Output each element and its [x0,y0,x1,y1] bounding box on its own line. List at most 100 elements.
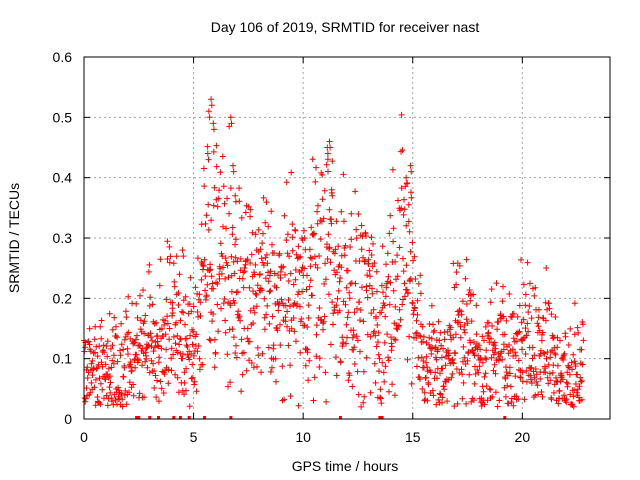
data-point [326,138,333,145]
zero-marker [172,416,176,419]
data-point [535,391,542,398]
data-point [463,256,470,263]
data-point [336,307,343,314]
data-point [467,339,474,346]
data-point [439,399,445,406]
data-point [224,195,231,202]
data-point [152,372,159,379]
data-point [482,323,489,330]
data-point [420,333,427,340]
data-point [151,368,158,374]
data-point [224,262,231,269]
data-point [115,384,122,391]
data-point [571,300,578,307]
data-point [499,356,506,363]
data-point [109,357,116,364]
data-point [518,256,524,263]
data-point [333,372,340,379]
data-point [406,333,413,340]
data-point [429,387,436,394]
data-point [328,186,335,193]
data-point [216,275,223,282]
data-point [354,305,360,312]
data-point [180,297,187,304]
data-point [140,287,146,294]
data-point [408,194,415,201]
data-point [173,253,180,260]
data-point [299,288,306,295]
data-point [312,178,319,185]
data-point [379,359,386,366]
data-point [404,356,411,363]
data-point [415,280,422,287]
data-point [445,347,451,354]
data-point [198,276,205,283]
data-point [233,342,239,349]
data-point [477,356,484,363]
data-point [308,224,315,231]
data-point [211,126,217,133]
data-point [417,376,423,383]
data-point [529,355,536,362]
data-point [500,346,507,353]
data-point [514,313,521,320]
data-point [403,286,410,293]
data-point [399,301,406,308]
data-point [301,322,308,329]
data-point [380,369,387,376]
data-point [462,275,469,282]
data-point [149,301,156,308]
data-point [407,248,414,255]
data-point [231,270,238,277]
data-point [179,247,186,254]
data-point [150,360,157,367]
data-point [228,120,235,127]
data-point [184,343,191,350]
data-point [222,255,229,262]
data-point [250,288,256,295]
data-point [164,313,171,320]
data-point [196,291,203,298]
data-point [137,292,143,299]
data-point [214,203,221,210]
data-point [134,314,141,321]
data-point [136,390,143,397]
data-point [286,253,293,260]
data-point [432,369,439,376]
data-point [315,202,321,209]
data-point [419,386,426,392]
data-point [329,192,336,199]
data-point [96,343,103,350]
data-point [578,396,585,403]
data-point [499,298,506,305]
data-point [192,284,199,291]
data-point [336,278,343,285]
data-point [183,365,190,372]
data-point [91,384,98,391]
x-tick-label: 15 [405,429,421,445]
data-point [346,295,353,302]
data-point [232,192,239,199]
data-point [88,379,95,386]
data-point [230,162,236,169]
data-point [211,364,218,371]
data-point [394,273,401,280]
data-point [400,268,407,275]
data-point [390,238,397,245]
data-point [210,120,217,127]
data-point [519,378,526,385]
data-point [266,272,273,279]
data-point [322,369,329,376]
data-point [424,364,431,371]
data-point [439,365,446,372]
data-point [275,302,282,308]
data-point [287,393,294,400]
data-point [172,340,179,347]
data-point [313,322,320,329]
data-point [227,185,234,192]
data-point [401,196,407,203]
data-point [389,166,396,173]
zero-marker [338,416,342,419]
data-point [165,380,172,387]
data-point [520,316,527,323]
